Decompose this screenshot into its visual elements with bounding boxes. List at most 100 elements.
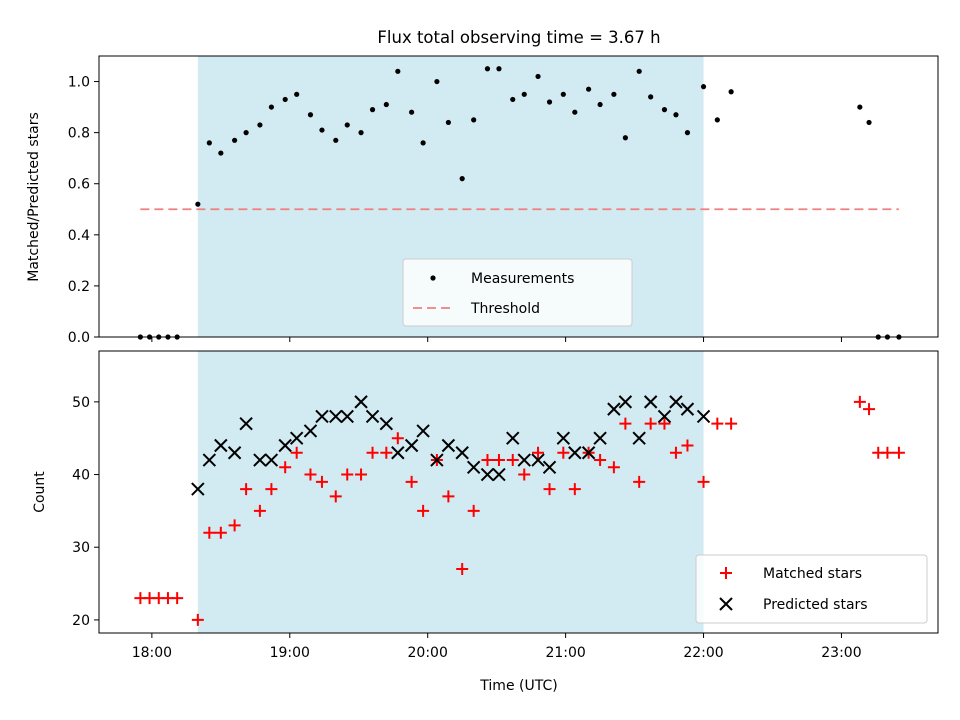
predicted-star-point: [669, 395, 683, 409]
matched-star-point: [191, 613, 204, 626]
matched-star-point: [228, 519, 241, 532]
measurement-point: [597, 101, 603, 108]
predicted-star-point: [480, 467, 495, 482]
legend-marker-predicted: [719, 597, 733, 611]
measurement-point: [319, 127, 325, 133]
measurement-point: [232, 137, 238, 143]
predicted-star-point: [517, 453, 531, 467]
predicted-star-point: [191, 482, 205, 496]
x-axis-ticks: [151, 337, 842, 342]
predicted-star-point: [391, 446, 405, 460]
measurement-point: [648, 94, 654, 100]
measurement-point: [728, 89, 734, 95]
chart-title: Flux total observing time = 3.67 h: [377, 28, 660, 47]
measurement-point: [257, 122, 263, 128]
predicted-star-point: [618, 395, 633, 409]
measurement-point: [358, 130, 364, 136]
matched-star-point: [355, 468, 368, 481]
predicted-star-point: [455, 446, 469, 460]
matched-star-point: [329, 490, 342, 503]
matched-star-point: [214, 526, 227, 539]
predicted-star-point: [379, 416, 394, 431]
measurement-point: [622, 135, 628, 141]
measurement-point: [445, 119, 451, 126]
matched-star-point: [442, 490, 455, 503]
measurement-point: [459, 176, 465, 182]
measurement-point: [661, 107, 668, 113]
measurement-point: [700, 84, 707, 90]
measurement-point: [471, 117, 477, 123]
matched-star-point: [711, 417, 724, 430]
legend: Matched stars Predicted stars: [695, 554, 928, 624]
measurement-point: [420, 140, 426, 146]
predicted-star-point: [315, 409, 329, 424]
predicted-star-point: [253, 453, 267, 467]
measurement-point: [195, 201, 201, 207]
x-tick-label: 20:00: [408, 645, 448, 661]
matched-star-point: [543, 483, 556, 496]
measurement-point: [866, 119, 872, 126]
measurement-point: [409, 109, 415, 115]
measurement-point: [206, 140, 212, 146]
matched-star-points: [134, 395, 905, 626]
y-tick-label: 0.2: [68, 279, 90, 295]
predicted-star-point: [239, 416, 253, 431]
axes-frame: [98, 55, 939, 338]
measurement-point: [282, 96, 288, 103]
matched-star-point: [341, 468, 354, 481]
x-tick-label: 22:00: [683, 645, 723, 661]
measurement-point: [344, 122, 350, 128]
predicted-star-point: [264, 453, 279, 467]
legend-label-threshold: Threshold: [470, 301, 540, 317]
predicted-star-point: [657, 409, 672, 424]
shaded-observing-window: [197, 351, 704, 633]
predicted-star-point: [556, 431, 571, 445]
measurement-point: [369, 107, 376, 113]
matched-star-point: [405, 475, 418, 488]
predicted-star-point: [632, 431, 646, 445]
measurement-point: [395, 68, 401, 74]
matched-star-point: [481, 454, 494, 467]
y-tick-label: 1.0: [68, 75, 90, 91]
matched-star-point: [681, 439, 694, 452]
measurement-point: [611, 91, 617, 97]
matched-star-point: [203, 526, 216, 539]
measurement-point: [572, 109, 578, 115]
matched-star-point: [881, 446, 894, 459]
matched-star-point: [557, 446, 570, 459]
predicted-star-point: [466, 460, 481, 474]
measurement-point: [383, 101, 389, 108]
predicted-star-point: [214, 438, 228, 453]
matched-star-point: [633, 475, 646, 488]
y-tick-label: 0.0: [68, 330, 90, 346]
predicted-star-point: [506, 431, 520, 445]
y-tick-label: 0.4: [68, 228, 90, 244]
legend-marker-matched: [720, 567, 732, 579]
legend-marker-measurements: [430, 275, 436, 281]
predicted-star-point: [680, 402, 695, 416]
matched-star-point: [506, 454, 519, 467]
predicted-star-point: [202, 453, 217, 467]
y-tick-label: 0.6: [68, 177, 90, 193]
measurement-point: [510, 96, 516, 103]
measurement-point: [535, 73, 541, 80]
legend-label-matched: Matched stars: [763, 566, 862, 582]
predicted-star-point: [404, 438, 419, 453]
matched-star-point: [518, 468, 531, 481]
y-tick-label: 30: [72, 540, 90, 556]
matched-star-point: [892, 446, 905, 459]
legend-label-predicted: Predicted stars: [763, 597, 868, 613]
predicted-star-point: [643, 395, 658, 409]
predicted-star-point: [329, 409, 343, 424]
matched-star-point: [658, 417, 671, 430]
predicted-star-point: [365, 409, 380, 424]
matched-star-point: [253, 504, 266, 517]
matched-star-point: [304, 468, 317, 481]
matched-star-point: [607, 461, 620, 474]
matched-star-point: [568, 483, 581, 496]
predicted-star-point: [227, 446, 242, 460]
measurement-points: [137, 66, 902, 340]
x-axis-label: Time (UTC): [479, 678, 557, 694]
